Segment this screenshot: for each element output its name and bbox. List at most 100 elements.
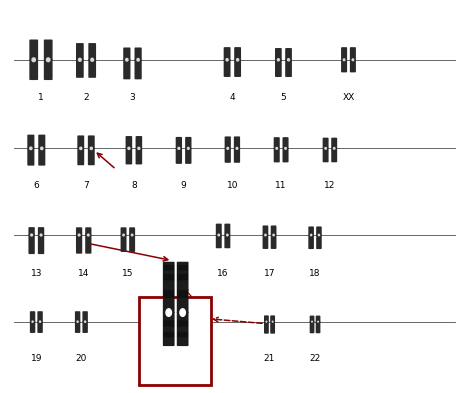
FancyBboxPatch shape — [224, 234, 230, 248]
FancyBboxPatch shape — [27, 148, 35, 165]
Text: 22: 22 — [310, 354, 321, 364]
Ellipse shape — [287, 58, 290, 62]
Ellipse shape — [226, 233, 229, 237]
FancyBboxPatch shape — [88, 43, 96, 61]
FancyBboxPatch shape — [75, 321, 81, 333]
FancyBboxPatch shape — [163, 262, 174, 313]
FancyBboxPatch shape — [164, 320, 174, 327]
FancyBboxPatch shape — [88, 59, 96, 78]
Ellipse shape — [46, 57, 51, 62]
FancyBboxPatch shape — [76, 227, 82, 236]
Ellipse shape — [272, 321, 273, 323]
Ellipse shape — [78, 233, 81, 237]
Ellipse shape — [39, 233, 43, 237]
FancyBboxPatch shape — [120, 227, 127, 236]
Text: 16: 16 — [217, 269, 229, 278]
Ellipse shape — [165, 308, 172, 317]
Text: 20: 20 — [76, 354, 87, 364]
FancyBboxPatch shape — [177, 262, 189, 313]
Ellipse shape — [78, 58, 82, 62]
FancyBboxPatch shape — [323, 148, 328, 162]
FancyBboxPatch shape — [225, 148, 231, 163]
Ellipse shape — [40, 147, 44, 150]
FancyBboxPatch shape — [164, 332, 174, 337]
Text: 18: 18 — [310, 269, 321, 278]
FancyBboxPatch shape — [76, 234, 82, 253]
Text: 10: 10 — [227, 181, 238, 190]
Ellipse shape — [225, 58, 229, 62]
Ellipse shape — [265, 321, 267, 323]
Text: 13: 13 — [31, 269, 42, 278]
FancyBboxPatch shape — [316, 226, 322, 236]
Text: 9: 9 — [181, 181, 186, 190]
Ellipse shape — [125, 58, 129, 62]
Bar — [139, 297, 211, 385]
FancyBboxPatch shape — [136, 136, 142, 149]
Text: 15: 15 — [122, 269, 134, 278]
Ellipse shape — [277, 58, 280, 62]
FancyBboxPatch shape — [123, 48, 130, 61]
FancyBboxPatch shape — [224, 59, 230, 77]
Ellipse shape — [236, 58, 239, 62]
Text: 7: 7 — [83, 181, 89, 190]
FancyBboxPatch shape — [164, 274, 174, 281]
FancyBboxPatch shape — [37, 321, 43, 333]
Text: 19: 19 — [31, 354, 42, 364]
FancyBboxPatch shape — [164, 265, 174, 270]
Ellipse shape — [137, 147, 140, 150]
FancyBboxPatch shape — [310, 321, 314, 333]
FancyBboxPatch shape — [88, 136, 95, 149]
Ellipse shape — [122, 233, 125, 237]
Ellipse shape — [90, 147, 93, 150]
FancyBboxPatch shape — [224, 47, 230, 61]
FancyBboxPatch shape — [263, 234, 268, 249]
FancyBboxPatch shape — [163, 312, 174, 346]
FancyBboxPatch shape — [316, 316, 320, 322]
Text: 12: 12 — [324, 181, 336, 190]
Ellipse shape — [187, 147, 190, 150]
FancyBboxPatch shape — [129, 227, 135, 236]
FancyBboxPatch shape — [271, 234, 276, 249]
Text: 17: 17 — [264, 269, 275, 278]
FancyBboxPatch shape — [77, 148, 84, 165]
Ellipse shape — [317, 321, 319, 323]
Ellipse shape — [318, 233, 320, 237]
Ellipse shape — [131, 233, 134, 237]
FancyBboxPatch shape — [275, 48, 282, 61]
Ellipse shape — [324, 147, 327, 150]
FancyBboxPatch shape — [283, 137, 289, 149]
FancyBboxPatch shape — [308, 234, 314, 249]
FancyBboxPatch shape — [234, 148, 240, 163]
FancyBboxPatch shape — [177, 265, 188, 270]
FancyBboxPatch shape — [37, 311, 43, 322]
Ellipse shape — [275, 147, 278, 150]
FancyBboxPatch shape — [285, 59, 292, 77]
FancyBboxPatch shape — [331, 148, 337, 162]
FancyBboxPatch shape — [341, 59, 347, 72]
FancyBboxPatch shape — [85, 227, 91, 236]
Ellipse shape — [284, 147, 287, 150]
FancyBboxPatch shape — [126, 136, 132, 149]
Ellipse shape — [76, 320, 79, 323]
FancyBboxPatch shape — [38, 234, 44, 254]
FancyBboxPatch shape — [164, 290, 174, 298]
Ellipse shape — [29, 147, 33, 150]
FancyBboxPatch shape — [216, 224, 222, 236]
FancyBboxPatch shape — [88, 148, 95, 165]
FancyBboxPatch shape — [136, 148, 142, 164]
Text: 21: 21 — [264, 354, 275, 364]
FancyBboxPatch shape — [216, 234, 222, 248]
Ellipse shape — [90, 58, 94, 62]
FancyBboxPatch shape — [341, 47, 347, 61]
FancyBboxPatch shape — [177, 290, 188, 298]
FancyBboxPatch shape — [76, 43, 84, 61]
FancyBboxPatch shape — [28, 234, 35, 254]
FancyBboxPatch shape — [177, 332, 188, 337]
Ellipse shape — [264, 233, 267, 237]
Text: 11: 11 — [275, 181, 287, 190]
FancyBboxPatch shape — [44, 40, 53, 61]
Ellipse shape — [84, 320, 86, 323]
FancyBboxPatch shape — [185, 148, 191, 164]
FancyBboxPatch shape — [177, 312, 189, 346]
Text: 5: 5 — [281, 92, 286, 101]
